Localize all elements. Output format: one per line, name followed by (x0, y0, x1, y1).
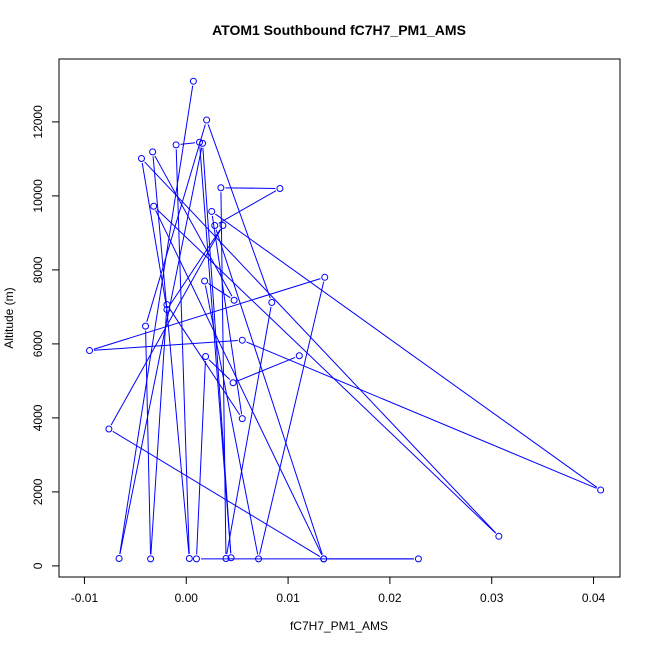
data-point (142, 322, 150, 330)
series-segment (199, 146, 232, 554)
data-point (276, 185, 284, 192)
data-point (149, 148, 157, 156)
series-segment (155, 210, 323, 556)
data-point (227, 554, 235, 562)
series-segment (202, 147, 232, 554)
data-point (414, 555, 422, 563)
data-point (192, 555, 200, 563)
data-point (199, 139, 207, 147)
series-segment (156, 209, 496, 534)
data-point (321, 273, 329, 281)
data-point (172, 141, 180, 149)
series-segment (211, 215, 243, 415)
series-segment (215, 213, 598, 488)
data-point (147, 555, 155, 563)
data-point (217, 184, 225, 192)
y-tick-label: 12000 (31, 105, 45, 139)
series-segment (196, 360, 206, 555)
data-point (597, 486, 605, 494)
data-point (229, 379, 237, 387)
data-point (208, 207, 216, 215)
y-tick-label: 2000 (31, 478, 45, 505)
series-layer (86, 77, 605, 563)
data-point (320, 555, 328, 563)
data-point (211, 222, 219, 229)
data-point (295, 352, 303, 360)
data-point (185, 555, 193, 562)
x-tick-label: 0.01 (276, 591, 300, 605)
series-segment (93, 278, 321, 350)
series-segment (168, 308, 241, 416)
data-point (495, 532, 503, 540)
y-axis-label: Altitude (m) (2, 287, 16, 348)
series-segment (144, 161, 497, 534)
data-point (268, 298, 276, 306)
y-tick-label: 6000 (31, 330, 45, 357)
data-point (137, 155, 145, 163)
series-segment (225, 187, 276, 189)
data-point (115, 555, 123, 562)
series-segment (215, 229, 323, 555)
y-tick-label: 8000 (31, 256, 45, 283)
chart-title: ATOM1 Southbound fC7H7_PM1_AMS (212, 22, 466, 38)
series-segment (180, 142, 196, 145)
data-point (163, 301, 171, 309)
data-point (203, 116, 211, 124)
x-tick-label: 0.00 (175, 591, 199, 605)
data-point (189, 77, 197, 85)
series-segment (146, 124, 206, 322)
y-axis: 0 2000 4000 6000 8000 10000 12000 (31, 105, 60, 569)
series-segment (237, 356, 296, 382)
data-point (222, 555, 230, 562)
data-point (255, 555, 263, 563)
data-point (163, 305, 171, 313)
series-segment (145, 330, 152, 555)
y-tick-label: 10000 (31, 179, 45, 213)
series-segment (154, 155, 233, 297)
data-point (86, 347, 94, 355)
data-point (105, 425, 113, 433)
series-segment (112, 430, 321, 557)
series-segment (119, 85, 194, 555)
series-segment (259, 281, 325, 555)
data-point (201, 277, 209, 285)
series-segment (208, 359, 231, 381)
series-segment (141, 162, 167, 306)
series-segment (110, 229, 222, 426)
series-segment (204, 285, 259, 555)
series-segment (226, 306, 272, 555)
x-tick-label: 0.03 (480, 591, 504, 605)
series-segment (218, 190, 277, 224)
series-segment (208, 283, 231, 299)
series-segment (150, 309, 168, 555)
series-segment (94, 340, 238, 351)
data-point (238, 336, 246, 344)
series-segment (246, 341, 597, 489)
x-tick-label: 0.02 (378, 591, 402, 605)
x-tick-label: 0.04 (582, 591, 606, 605)
data-point (219, 222, 227, 229)
x-axis-label: fC7H7_PM1_AMS (290, 619, 388, 633)
y-tick-label: 0 (31, 562, 45, 569)
series-segment (169, 228, 221, 307)
x-tick-label: -0.01 (71, 591, 99, 605)
series-segment (152, 156, 190, 555)
data-point (150, 202, 158, 210)
data-point (230, 296, 238, 304)
data-point (202, 352, 210, 360)
data-point (196, 138, 204, 146)
y-tick-label: 4000 (31, 404, 45, 431)
series-segment (175, 149, 190, 555)
plot-frame (58, 58, 621, 578)
data-point (238, 415, 246, 423)
x-axis: -0.01 0.00 0.01 0.02 0.03 0.04 (71, 576, 606, 605)
